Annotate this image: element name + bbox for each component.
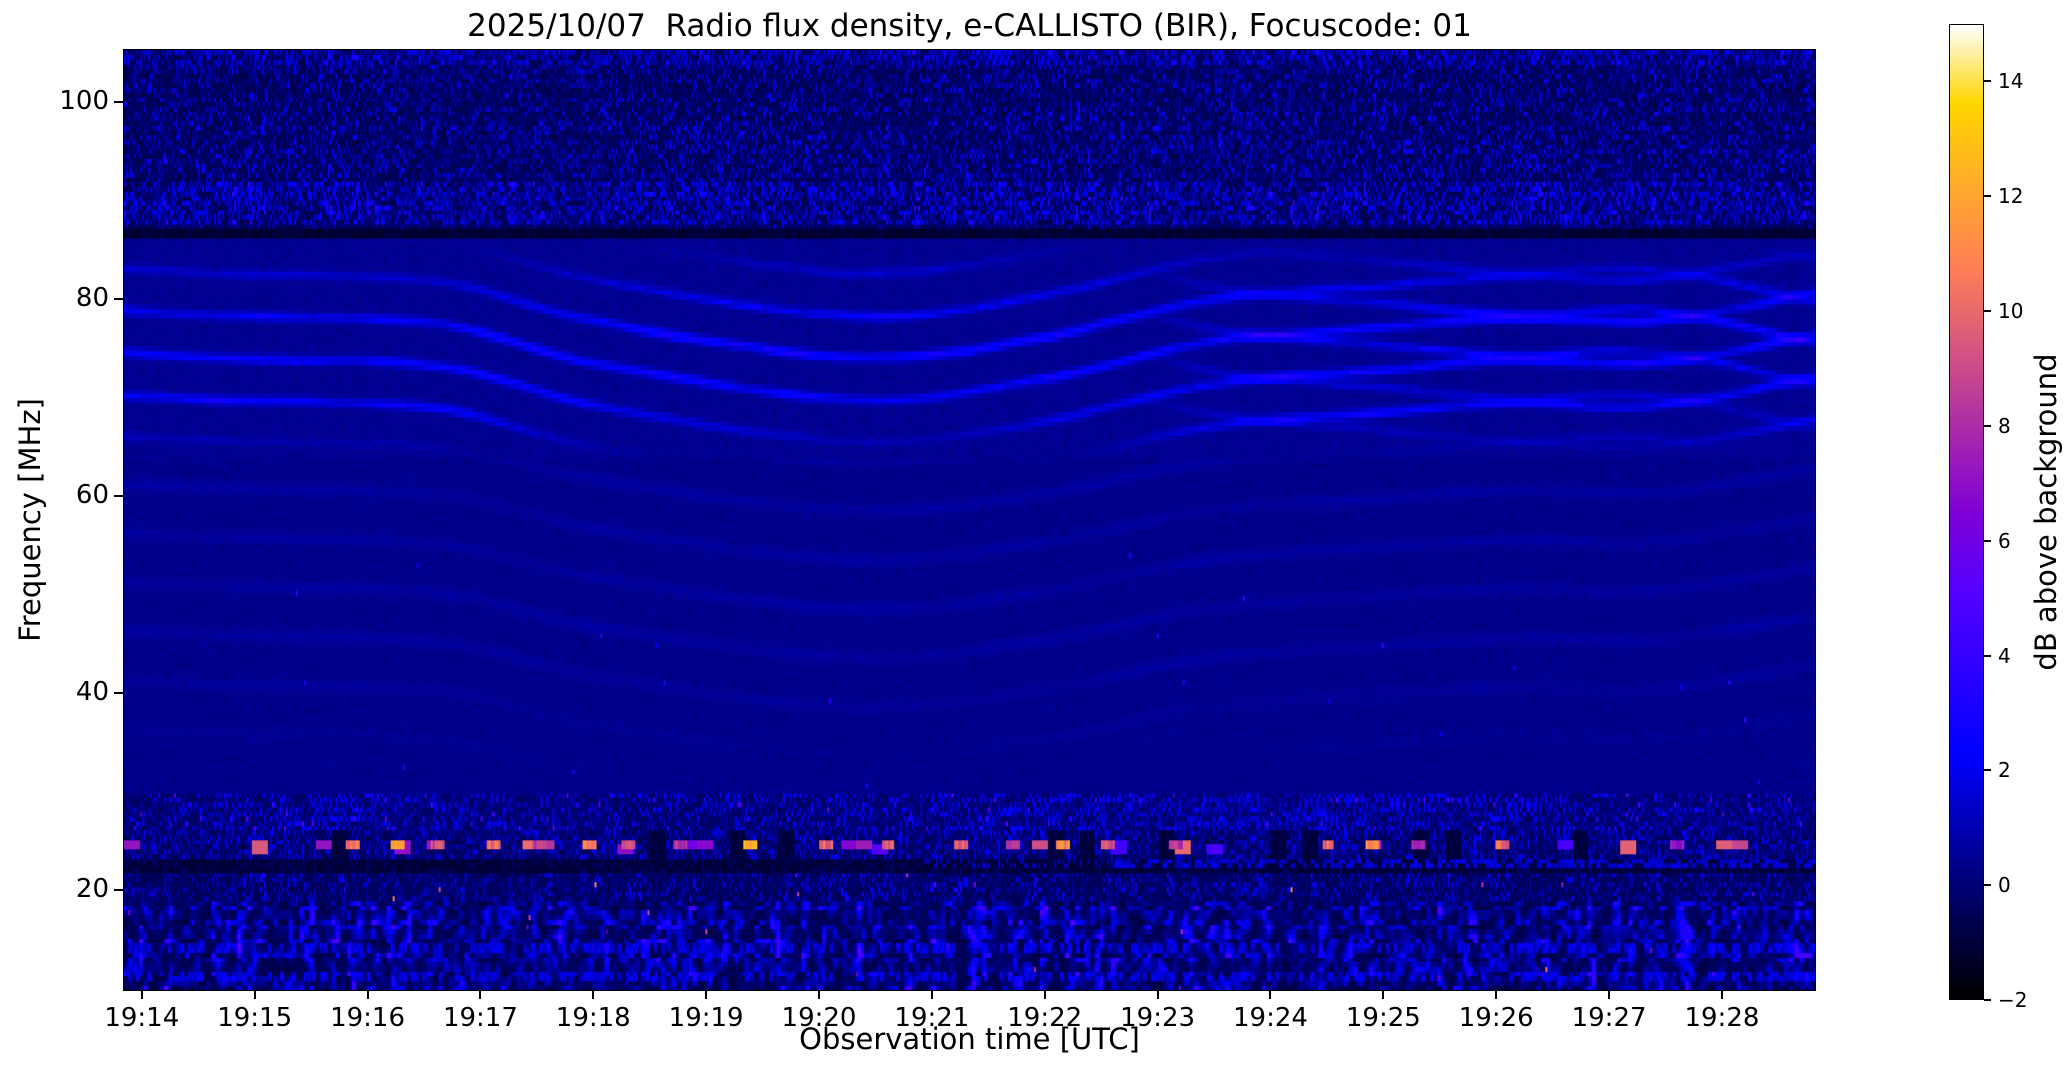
y-tick-label: 40 [75,676,109,707]
x-tick-label: 19:23 [1120,1003,1196,1033]
x-tick-mark [1608,991,1611,999]
x-tick-label: 19:16 [330,1003,405,1033]
x-tick-label: 19:21 [894,1003,970,1033]
colorbar-tick-mark [1984,310,1991,313]
x-tick-mark [1043,991,1046,999]
y-tick-mark [114,888,123,891]
x-tick-mark [479,991,482,999]
colorbar-tick-mark [1984,80,1991,83]
x-tick-label: 19:25 [1345,1003,1421,1033]
y-tick-mark [114,298,123,301]
x-tick-mark [1156,991,1159,999]
x-tick-mark [366,991,369,999]
colorbar-label: dB above background [2029,353,2063,671]
colorbar-tick-label: −2 [1998,988,2028,1012]
x-tick-mark [253,991,256,999]
x-tick-mark [818,991,820,999]
colorbar-tick-mark [1984,539,1991,542]
colorbar-tick-label: 8 [1998,413,2011,438]
x-tick-mark [592,991,595,999]
y-axis-label: Frequency [MHz] [13,398,47,642]
y-tick-mark [114,691,123,694]
x-tick-label: 19:27 [1571,1003,1647,1033]
colorbar-tick-label: 10 [1998,299,2024,324]
x-tick-label: 19:26 [1458,1003,1534,1033]
x-tick-label: 19:17 [442,1003,518,1033]
x-tick-mark [1382,991,1385,999]
x-tick-mark [140,991,143,999]
y-tick-mark [114,494,123,497]
colorbar-tick-mark [1984,884,1991,887]
colorbar-gradient-canvas [1950,25,1983,999]
y-tick-mark [114,101,123,104]
x-tick-label: 19:15 [217,1003,293,1033]
colorbar-tick-mark [1984,999,1991,1001]
x-tick-mark [1720,991,1723,999]
y-tick-label: 100 [59,86,109,117]
x-tick-label: 19:20 [781,1003,857,1033]
plot-area [123,49,1816,991]
colorbar-tick-label: 14 [1998,69,2024,94]
colorbar-tick-mark [1984,654,1991,657]
y-tick-label: 60 [75,479,109,510]
x-tick-mark [930,991,933,999]
y-tick-label: 80 [75,283,109,314]
colorbar-tick-label: 4 [1998,643,2011,668]
colorbar-tick-label: 2 [1998,758,2011,783]
colorbar-tick-mark [1984,769,1991,772]
x-tick-mark [1269,991,1272,999]
y-tick-label: 20 [75,873,109,904]
x-tick-label: 19:22 [1007,1003,1083,1033]
colorbar-tick-label: 0 [1998,873,2011,898]
x-tick-label: 19:28 [1684,1003,1760,1033]
x-tick-label: 19:14 [104,1003,180,1033]
colorbar [1949,24,1984,1000]
x-tick-label: 19:24 [1233,1003,1308,1033]
x-axis-label: Observation time [UTC] [799,1022,1140,1056]
spectrogram-canvas [124,50,1815,990]
x-tick-label: 19:19 [668,1003,744,1033]
colorbar-tick-mark [1984,424,1991,427]
x-tick-label: 19:18 [555,1003,631,1033]
colorbar-tick-label: 12 [1998,184,2024,209]
x-tick-mark [705,991,708,999]
chart-title: 2025/10/07 Radio flux density, e-CALLIST… [467,8,1472,44]
colorbar-tick-mark [1984,195,1991,198]
colorbar-tick-label: 6 [1998,528,2011,553]
x-tick-mark [1495,991,1498,999]
